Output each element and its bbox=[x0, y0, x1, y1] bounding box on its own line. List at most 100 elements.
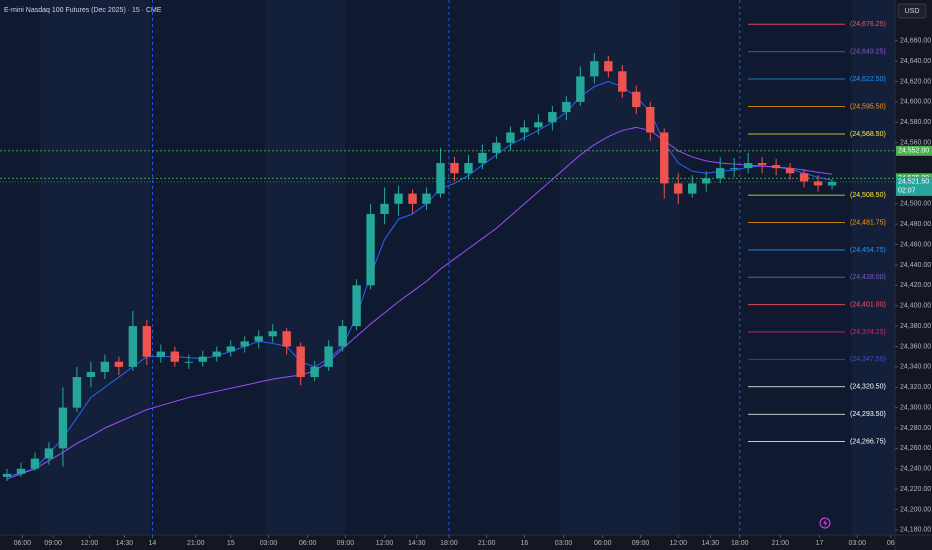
candle-body bbox=[799, 173, 809, 182]
x-tick-label: 03:00 bbox=[848, 540, 866, 547]
candle-body bbox=[604, 61, 613, 72]
candle-body bbox=[492, 142, 501, 153]
level-label: (24,595.50) bbox=[850, 103, 886, 110]
x-tick-label: 15 bbox=[227, 540, 235, 547]
y-tick-label: 24,340.00 bbox=[900, 364, 931, 371]
candle-body bbox=[729, 168, 739, 170]
x-tick-label: 16 bbox=[521, 540, 529, 547]
candle-body bbox=[324, 346, 333, 367]
level-label: (24,568.50) bbox=[850, 131, 886, 138]
x-tick-label: 21:00 bbox=[478, 540, 496, 547]
candle-body bbox=[142, 326, 152, 357]
currency[interactable]: USD bbox=[905, 8, 920, 15]
level-label: (24,320.50) bbox=[850, 384, 886, 391]
x-tick-label: 18:00 bbox=[731, 540, 749, 547]
axes: 24,180.00 24,200.00 24,220.00 24,240.00 24,2… bbox=[14, 38, 932, 547]
candle-body bbox=[534, 122, 543, 128]
candle-body bbox=[757, 163, 767, 166]
y-tick-label: 24,300.00 bbox=[900, 404, 931, 411]
x-tick-label: 03:00 bbox=[555, 540, 573, 547]
candle-body bbox=[743, 163, 753, 169]
candle-body bbox=[674, 183, 683, 194]
candle-body bbox=[198, 356, 207, 362]
candle-body bbox=[16, 468, 26, 474]
x-tick-label: 09:00 bbox=[632, 540, 650, 547]
y-tick-label: 24,580.00 bbox=[900, 119, 931, 126]
y-tick-label: 24,480.00 bbox=[900, 221, 931, 228]
currency-button[interactable] bbox=[897, 3, 927, 19]
candle-body bbox=[296, 346, 305, 378]
x-tick-label: 14:30 bbox=[408, 540, 426, 547]
candle-body bbox=[827, 181, 837, 186]
x-tick-label: 06 bbox=[887, 540, 895, 547]
countdown: 02:07 bbox=[898, 188, 916, 195]
candle-body bbox=[562, 101, 571, 113]
candle-body bbox=[170, 351, 179, 362]
x-tick-label: 09:00 bbox=[337, 540, 355, 547]
x-tick-label: 12:00 bbox=[81, 540, 99, 547]
moving-average bbox=[6, 126, 833, 480]
x-tick-label: 14:30 bbox=[116, 540, 134, 547]
y-tick-label: 24,400.00 bbox=[900, 303, 931, 310]
y-tick-label: 24,260.00 bbox=[900, 445, 931, 452]
level-label: (24,508.50) bbox=[850, 192, 886, 199]
y-tick-label: 24,280.00 bbox=[900, 425, 931, 432]
candle-body bbox=[646, 107, 655, 133]
candle-body bbox=[268, 331, 277, 337]
y-tick-label: 24,220.00 bbox=[900, 486, 931, 493]
candle-body bbox=[576, 76, 585, 102]
level-label: (24,622.50) bbox=[850, 76, 886, 83]
x-tick-label: 12:00 bbox=[669, 540, 687, 547]
y-tick-label: 24,640.00 bbox=[900, 58, 931, 65]
candle-body bbox=[352, 285, 361, 327]
candle-body bbox=[156, 351, 166, 357]
candle-body bbox=[338, 326, 347, 347]
candle-body bbox=[813, 181, 823, 186]
y-tick-label: 24,240.00 bbox=[900, 466, 931, 473]
candle-body bbox=[114, 361, 124, 367]
candle-body bbox=[240, 341, 249, 347]
candle-body bbox=[128, 326, 138, 367]
candle-body bbox=[436, 163, 445, 194]
session-band bbox=[852, 0, 895, 535]
candle-body bbox=[632, 91, 641, 107]
x-tick-label: 14:30 bbox=[702, 540, 720, 547]
candle-body bbox=[100, 361, 110, 372]
x-tick-label: 18:00 bbox=[440, 540, 458, 547]
candle-body bbox=[394, 193, 403, 204]
candle-body bbox=[506, 132, 515, 143]
candle-body bbox=[58, 407, 68, 449]
candle-body bbox=[226, 346, 235, 352]
level-label: (24,454.75) bbox=[850, 247, 886, 254]
last-price-badge bbox=[896, 176, 932, 196]
chart-title: E-mini Nasdaq 100 Futures (Dec 2025) · 1… bbox=[4, 7, 162, 14]
candle-body bbox=[44, 448, 54, 459]
candle-body bbox=[282, 331, 291, 347]
x-tick-label: 14 bbox=[149, 540, 157, 547]
moving-average bbox=[6, 80, 833, 478]
candle-body bbox=[422, 193, 431, 204]
y-tick-label: 24,360.00 bbox=[900, 343, 931, 350]
candle-body bbox=[30, 458, 40, 469]
alert-icon[interactable] bbox=[819, 517, 831, 529]
candle-body bbox=[464, 163, 473, 174]
y-tick-label: 24,600.00 bbox=[900, 99, 931, 106]
level-label: (24,676.25) bbox=[850, 21, 886, 28]
level-label: (24,649.25) bbox=[850, 49, 886, 56]
candle-body bbox=[618, 71, 627, 92]
candle-body bbox=[254, 336, 263, 342]
candle-body bbox=[184, 361, 193, 363]
candle-body bbox=[771, 165, 781, 169]
y-tick-label: 24,380.00 bbox=[900, 323, 931, 330]
candle-body bbox=[548, 112, 557, 123]
x-tick-label: 06:00 bbox=[299, 540, 317, 547]
x-tick-label: 06:00 bbox=[594, 540, 612, 547]
plot: (24,676.25) (24,649.25) (24,622.50) (24,595… bbox=[0, 0, 895, 535]
candle-body bbox=[785, 168, 795, 174]
level-label: (24,374.25) bbox=[850, 329, 886, 336]
candle-body bbox=[72, 377, 82, 408]
y-tick-label: 24,180.00 bbox=[900, 527, 931, 534]
level-label: (24,293.50) bbox=[850, 411, 886, 418]
candle-body bbox=[310, 366, 319, 378]
y-tick-label: 24,660.00 bbox=[900, 38, 931, 45]
